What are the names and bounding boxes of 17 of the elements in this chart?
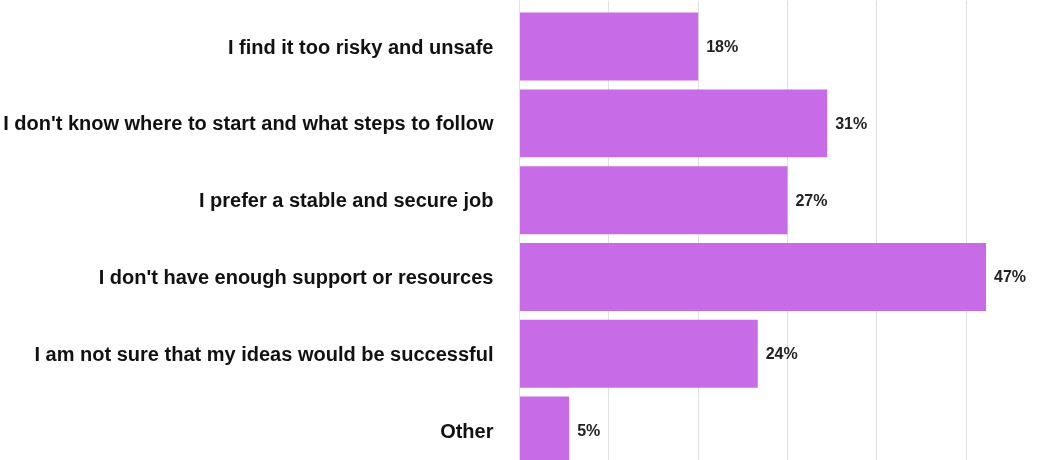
- data-label: 47%: [993, 268, 1027, 286]
- y-tick-label: I don't know where to start and what steps to follow: [3, 112, 494, 135]
- y-tick-label: I prefer a stable and secure job: [198, 189, 494, 212]
- data-label: 27%: [795, 191, 828, 209]
- y-tick-label: I find it too risky and unsafe: [227, 35, 494, 58]
- bar: [519, 89, 828, 158]
- y-tick-label: Other: [440, 419, 494, 442]
- data-label: 18%: [706, 38, 739, 56]
- bar: [519, 242, 986, 311]
- bar: [519, 12, 699, 81]
- bar: [519, 319, 758, 388]
- data-label: 24%: [765, 345, 798, 363]
- data-label: 31%: [835, 114, 868, 132]
- data-label: 5%: [577, 422, 601, 440]
- bar: [519, 166, 788, 235]
- y-tick-label: I am not sure that my ideas would be successful: [34, 342, 494, 365]
- y-tick-label: I don't have enough support or resources: [98, 265, 494, 288]
